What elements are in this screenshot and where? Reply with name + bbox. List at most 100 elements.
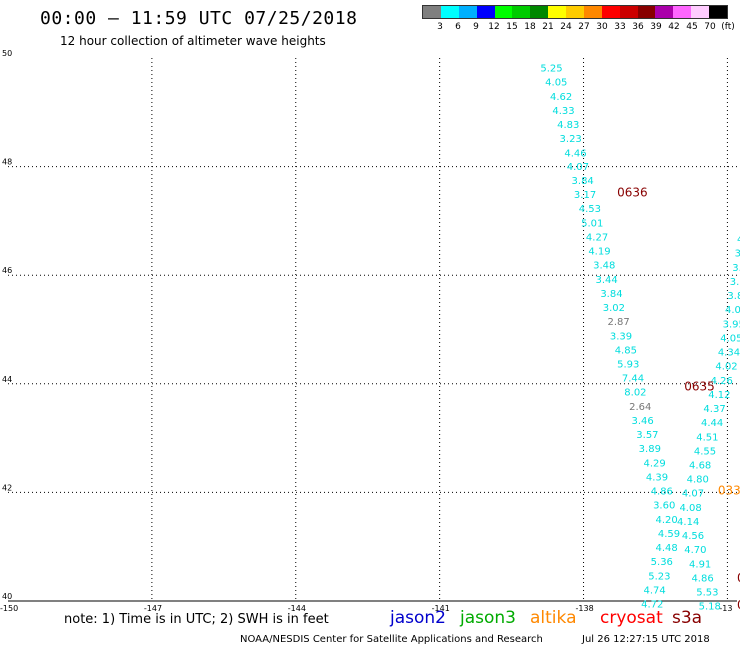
wave-height-label: 4.39 <box>646 472 668 483</box>
colorbar-label: 6 <box>455 22 461 32</box>
lat-label: 50 <box>2 49 12 58</box>
wave-height-label: 4.34 <box>718 348 740 359</box>
wave-height-label: 3 <box>735 249 740 260</box>
lon-label: -138 <box>576 604 594 612</box>
wave-height-label: 4.55 <box>694 446 716 457</box>
wave-height-label: 4.44 <box>701 418 723 429</box>
wave-height-label: 4.27 <box>586 232 608 243</box>
pass-time-label: 0336 <box>718 484 740 498</box>
colorbar-label: 39 <box>650 22 662 32</box>
wave-height-label: 5.18 <box>699 602 721 612</box>
legend-jason3: jason3 <box>460 608 516 628</box>
lat-label: 42 <box>2 483 12 492</box>
wave-height-label: 5.01 <box>581 218 603 229</box>
colorbar-label: 3 <box>437 22 443 32</box>
map-title: 00:00 — 11:59 UTC 07/25/2018 <box>40 8 358 29</box>
wave-height-label: 4.29 <box>643 458 665 469</box>
colorbar-swatch <box>512 6 531 18</box>
wave-height-label: 3.02 <box>603 303 625 314</box>
wave-height-label: 3.95 <box>723 319 740 330</box>
legend-jason2: jason2 <box>390 608 446 628</box>
colorbar-label: 9 <box>473 22 479 32</box>
lat-label: 44 <box>2 375 12 384</box>
colorbar-swatch <box>655 6 674 18</box>
colorbar-label: 33 <box>614 22 626 32</box>
colorbar-swatch <box>601 6 620 18</box>
lon-label: -144 <box>288 604 306 612</box>
wave-height-label: 3.46 <box>631 416 653 427</box>
colorbar-swatch <box>566 6 584 18</box>
wave-height-label: 2.64 <box>629 402 651 413</box>
wave-height-label: 5.23 <box>648 571 670 582</box>
wave-height-label: 3.39 <box>610 331 632 342</box>
wave-height-label: 4.26 <box>711 376 733 387</box>
legend-cryosat: cryosat <box>600 608 663 628</box>
wave-height-label: 4.20 <box>655 515 677 526</box>
wave-height-label: 4.51 <box>696 432 718 443</box>
wave-height-label: 5.93 <box>617 360 639 371</box>
wave-height-label: 4.91 <box>689 559 711 570</box>
lat-label: 46 <box>2 266 12 275</box>
wave-height-label: 4.80 <box>687 475 709 486</box>
colorbar-label: 27 <box>578 22 590 32</box>
colorbar-label: 45 <box>686 22 698 32</box>
pass-time-label: 06 <box>737 571 740 585</box>
pass-time-label: 0635 <box>684 379 715 393</box>
colorbar-label: 42 <box>668 22 680 32</box>
wave-height-label: 4.05 <box>545 78 567 89</box>
colorbar-swatch <box>637 6 656 18</box>
colorbar-swatch <box>548 6 566 18</box>
wave-height-label: 4.72 <box>641 600 663 611</box>
colorbar-swatch <box>619 6 638 18</box>
wave-height-label: 3.23 <box>560 134 582 145</box>
wave-height-label: 4.46 <box>564 148 586 159</box>
lat-label: 48 <box>2 158 12 167</box>
wave-height-label: 4.05 <box>720 333 740 344</box>
wave-height-label: 4.37 <box>703 404 725 415</box>
wave-height-label: 4.74 <box>643 585 665 596</box>
colorbar-swatch <box>673 6 692 18</box>
map-subtitle: 12 hour collection of altimeter wave hei… <box>60 34 326 48</box>
wave-height-label: 4.12 <box>708 390 730 401</box>
wave-height-label: 3.8 <box>730 277 740 288</box>
wave-height-label: 4.33 <box>552 106 574 117</box>
colorbar-label: 21 <box>542 22 554 32</box>
colorbar-label: (ft) <box>721 22 735 32</box>
wave-height-label: 4.62 <box>550 92 572 103</box>
wave-height-label: 4 <box>737 235 740 246</box>
wave-height-label: 4.68 <box>689 461 711 472</box>
legend-s3a: s3a <box>672 608 703 628</box>
wave-height-label: 4.85 <box>615 345 637 356</box>
colorbar-swatch <box>458 6 477 18</box>
wave-height-label: 2.87 <box>608 317 630 328</box>
wave-height-label: 4.86 <box>651 487 673 498</box>
colorbar-swatch <box>709 6 727 18</box>
wave-height-label: 3.57 <box>636 430 658 441</box>
wave-height-label: 3.48 <box>593 261 615 272</box>
wave-height-label: 4.07 <box>682 489 704 500</box>
wave-height-label: 3.60 <box>653 501 675 512</box>
lat-label: 40 <box>2 592 12 601</box>
wave-height-label: 4.02 <box>715 362 737 373</box>
lon-label: -13 <box>719 604 732 612</box>
colorbar-swatch <box>494 6 513 18</box>
wave-height-label: 8.02 <box>624 388 646 399</box>
legend-altika: altika <box>530 608 577 628</box>
wave-height-label: 4.59 <box>658 529 680 540</box>
wave-height-label: 4.83 <box>557 120 579 131</box>
colorbar-labels: 3 6 9 12 15 18 21 24 27 30 33 36 39 42 45 70 (ft) <box>422 22 740 34</box>
wave-height-label: 4.07 <box>567 162 589 173</box>
colorbar-swatch <box>691 6 709 18</box>
lon-label: -150 <box>0 604 18 612</box>
colorbar-swatch <box>440 6 459 18</box>
wave-height-label: 4.08 <box>679 503 701 514</box>
wave-height-label: 3.84 <box>572 176 594 187</box>
wave-height-label: 5.25 <box>540 64 562 75</box>
colorbar-label: 70 <box>704 22 716 32</box>
pass-time-label: 0 <box>737 598 740 612</box>
wave-height-label: 5.53 <box>696 588 718 599</box>
colorbar-label: 18 <box>524 22 536 32</box>
lon-label: -141 <box>432 604 450 612</box>
colorbar-label: 24 <box>560 22 572 32</box>
wave-height-label: 3.89 <box>639 444 661 455</box>
